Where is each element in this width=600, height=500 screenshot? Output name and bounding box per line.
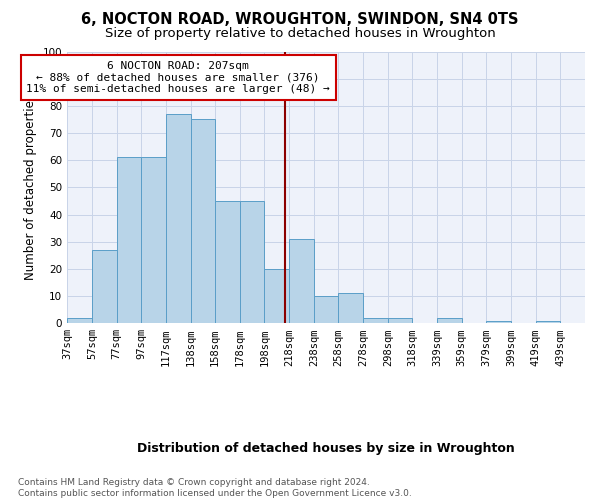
Text: Contains HM Land Registry data © Crown copyright and database right 2024.
Contai: Contains HM Land Registry data © Crown c… [18, 478, 412, 498]
Bar [191, 120, 215, 324]
Text: Size of property relative to detached houses in Wroughton: Size of property relative to detached ho… [104, 28, 496, 40]
Bar [141, 158, 166, 324]
Text: 6, NOCTON ROAD, WROUGHTON, SWINDON, SN4 0TS: 6, NOCTON ROAD, WROUGHTON, SWINDON, SN4 … [81, 12, 519, 28]
Bar [67, 318, 92, 324]
Text: 6 NOCTON ROAD: 207sqm
← 88% of detached houses are smaller (376)
11% of semi-det: 6 NOCTON ROAD: 207sqm ← 88% of detached … [26, 61, 330, 94]
Bar [116, 158, 141, 324]
Bar [388, 318, 412, 324]
Y-axis label: Number of detached properties: Number of detached properties [24, 94, 37, 280]
Bar [363, 318, 388, 324]
Bar [166, 114, 191, 324]
Bar [338, 294, 363, 324]
Bar [92, 250, 116, 324]
Bar [240, 201, 265, 324]
Bar [289, 239, 314, 324]
Bar [215, 201, 240, 324]
Bar [314, 296, 338, 324]
Bar [265, 269, 289, 324]
Bar [437, 318, 462, 324]
X-axis label: Distribution of detached houses by size in Wroughton: Distribution of detached houses by size … [137, 442, 515, 455]
Bar [487, 320, 511, 324]
Bar [536, 320, 560, 324]
